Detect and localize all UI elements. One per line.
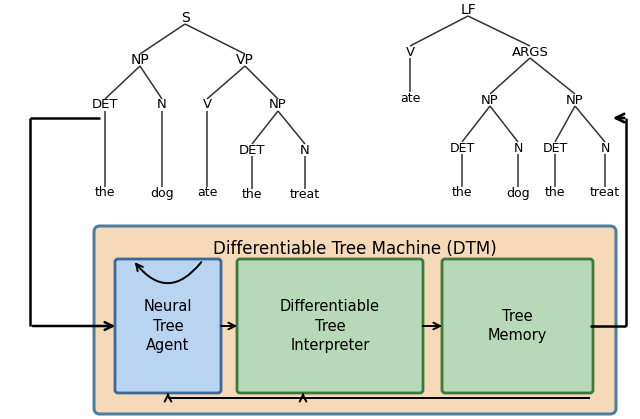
Text: N: N xyxy=(513,142,523,155)
Text: N: N xyxy=(600,142,610,155)
Text: DET: DET xyxy=(92,98,118,111)
Text: LF: LF xyxy=(460,3,476,17)
Text: Tree
Memory: Tree Memory xyxy=(488,309,547,344)
Text: V: V xyxy=(405,46,415,59)
Text: VP: VP xyxy=(236,53,254,67)
FancyBboxPatch shape xyxy=(115,259,221,393)
Text: Neural
Tree
Agent: Neural Tree Agent xyxy=(144,299,192,353)
Text: dog: dog xyxy=(506,186,530,199)
Text: NP: NP xyxy=(566,93,584,106)
Text: dog: dog xyxy=(150,186,174,199)
Text: treat: treat xyxy=(290,189,320,202)
Text: S: S xyxy=(180,11,189,25)
Text: the: the xyxy=(242,189,262,202)
Text: DET: DET xyxy=(239,143,265,157)
FancyBboxPatch shape xyxy=(237,259,423,393)
Text: DET: DET xyxy=(449,142,475,155)
Text: ARGS: ARGS xyxy=(511,46,548,59)
Text: NP: NP xyxy=(481,93,499,106)
Text: NP: NP xyxy=(131,53,149,67)
Text: treat: treat xyxy=(590,186,620,199)
Text: NP: NP xyxy=(269,98,287,111)
Text: Differentiable
Tree
Interpreter: Differentiable Tree Interpreter xyxy=(280,299,380,353)
Text: ate: ate xyxy=(400,91,420,104)
Text: Differentiable Tree Machine (DTM): Differentiable Tree Machine (DTM) xyxy=(213,240,497,258)
Text: the: the xyxy=(545,186,565,199)
Text: N: N xyxy=(300,143,310,157)
Text: V: V xyxy=(202,98,212,111)
Text: N: N xyxy=(157,98,167,111)
FancyBboxPatch shape xyxy=(442,259,593,393)
Text: ate: ate xyxy=(197,186,217,199)
Text: DET: DET xyxy=(542,142,568,155)
Text: the: the xyxy=(95,186,115,199)
Text: the: the xyxy=(452,186,472,199)
FancyBboxPatch shape xyxy=(94,226,616,414)
